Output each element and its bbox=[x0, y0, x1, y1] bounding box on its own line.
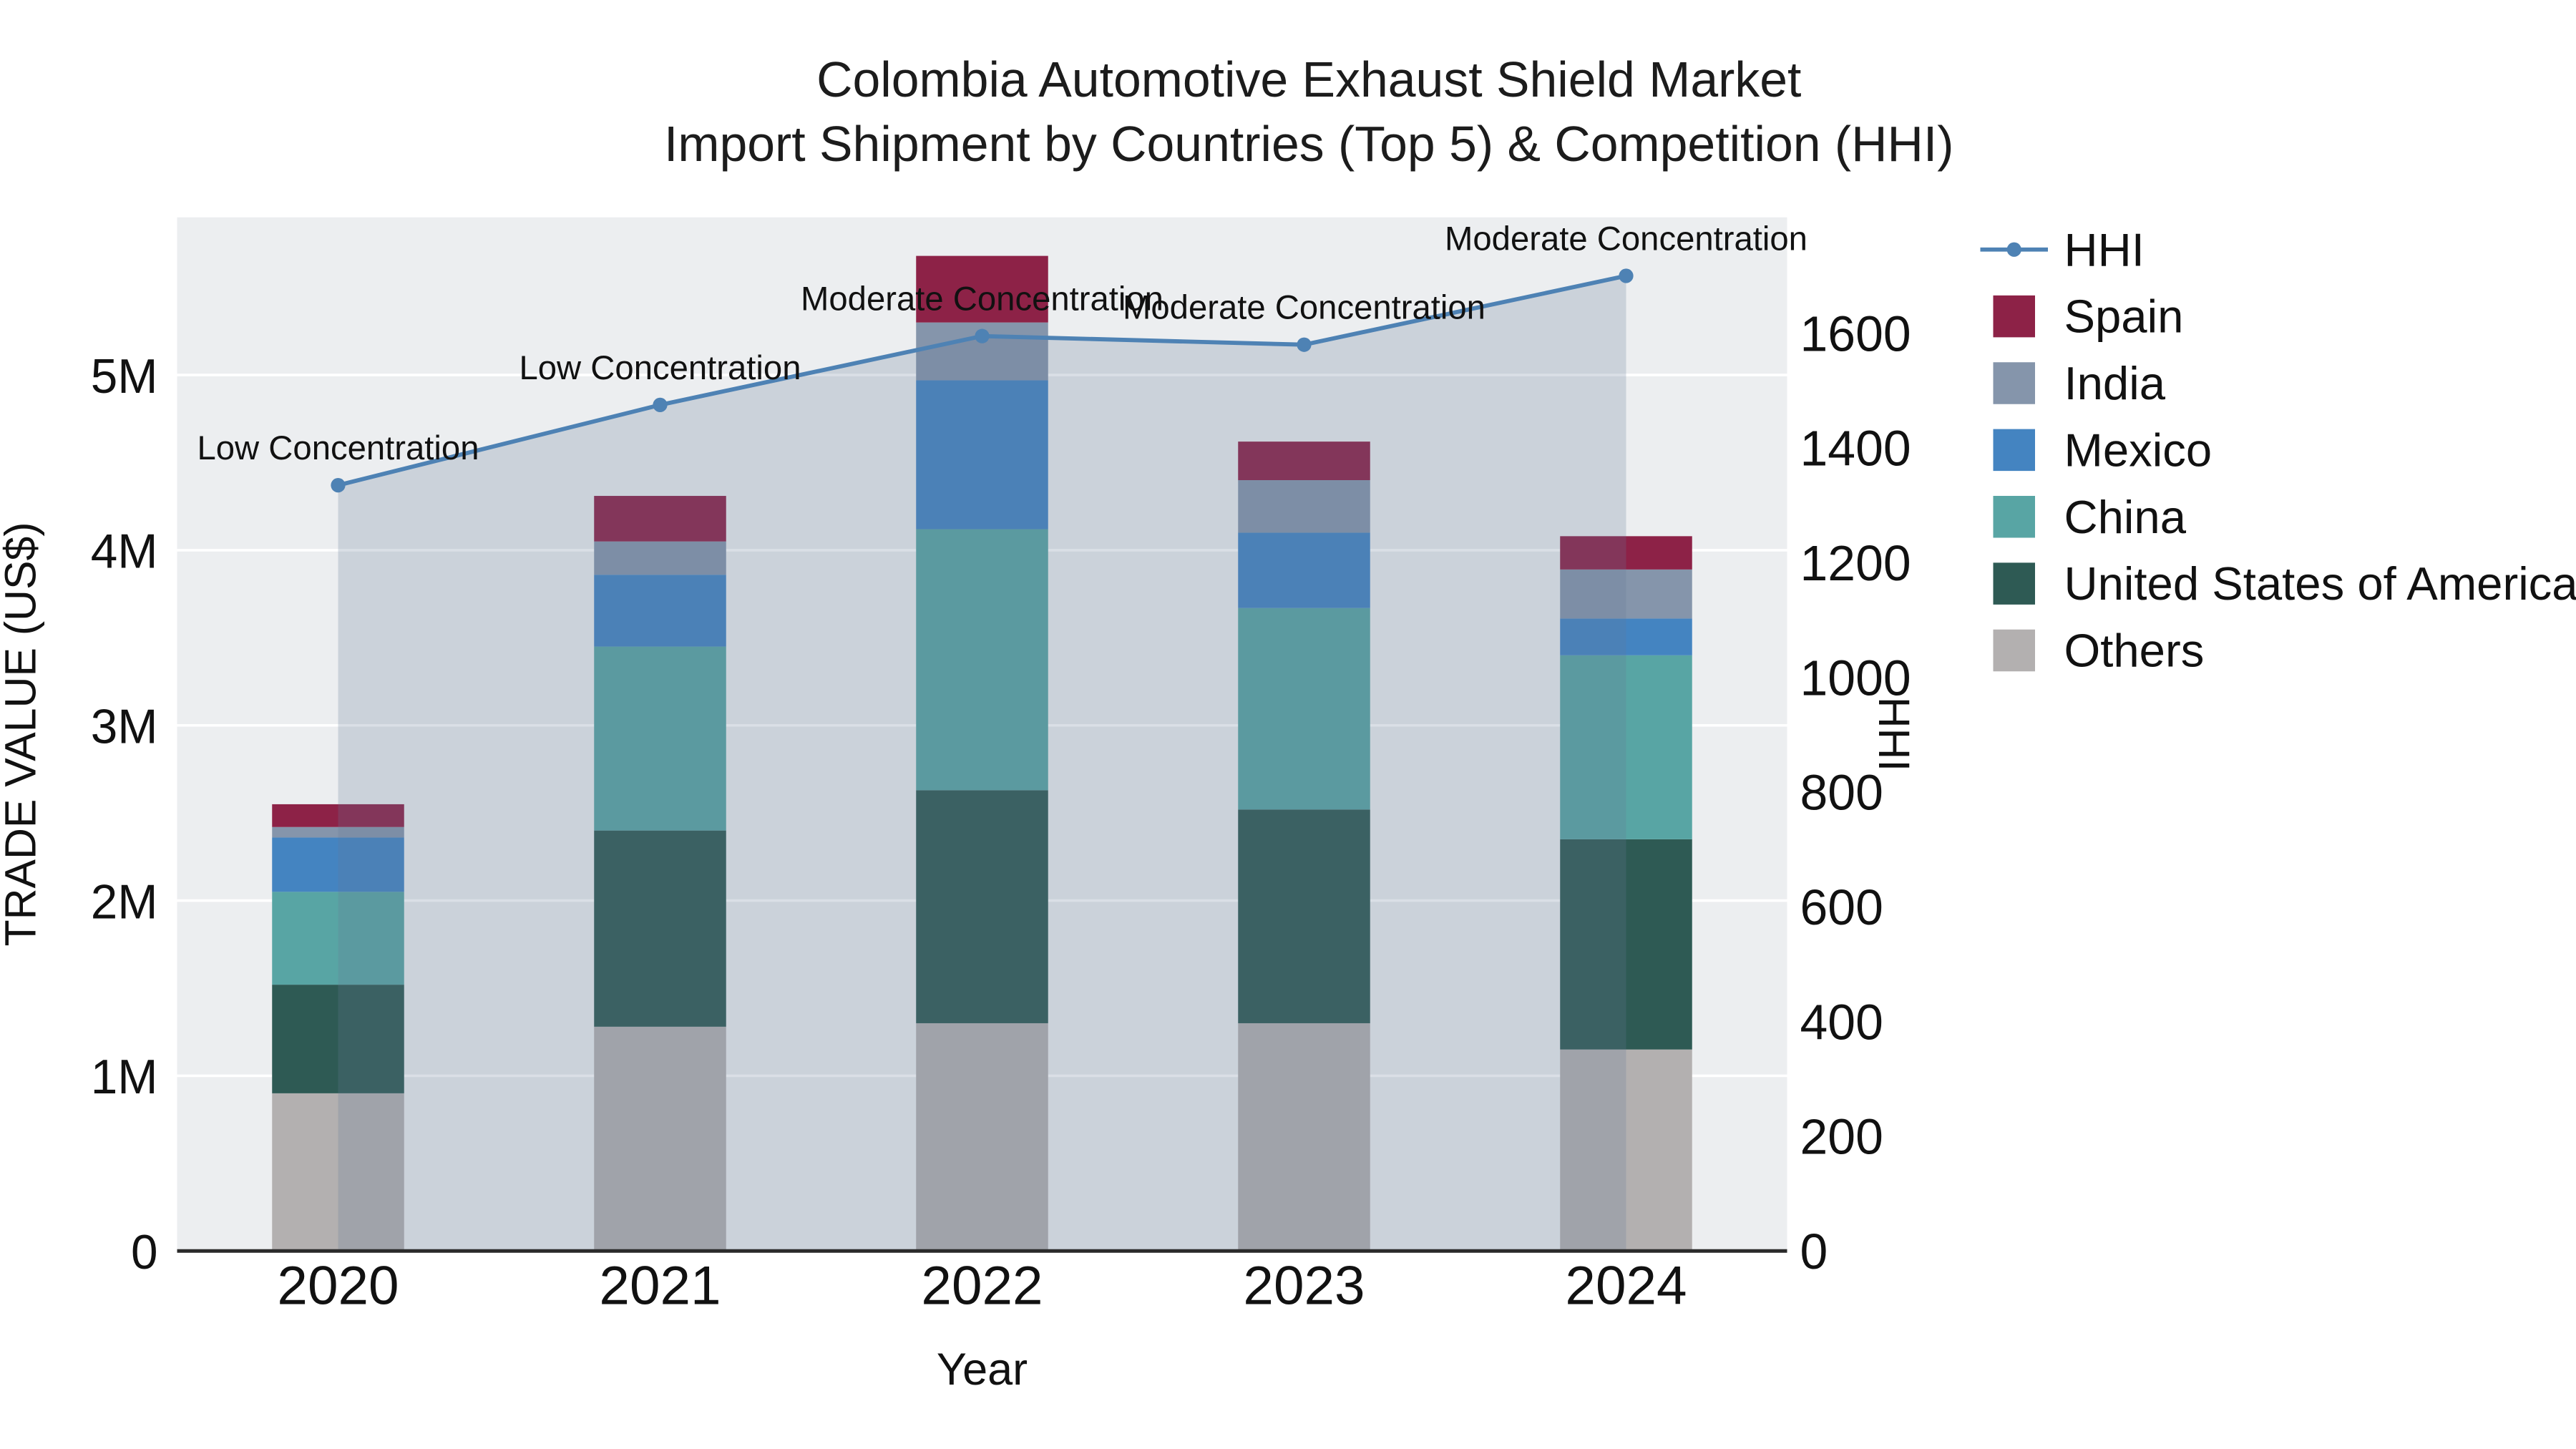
bar-india-2020[interactable] bbox=[272, 826, 404, 838]
legend-swatch bbox=[1993, 362, 2035, 404]
x-tick-label-2023: 2023 bbox=[1243, 1256, 1365, 1317]
bar-india-2023[interactable] bbox=[1238, 479, 1370, 533]
legend-label: United States of America bbox=[2064, 557, 2576, 610]
legend-label: HHI bbox=[2064, 223, 2145, 275]
x-tick-label-2021: 2021 bbox=[599, 1256, 721, 1317]
bar-united-states-of-america-2023[interactable] bbox=[1238, 809, 1370, 1023]
legend-item-hhi[interactable]: HHI bbox=[1980, 223, 2145, 275]
x-tick-label-2022: 2022 bbox=[921, 1256, 1043, 1317]
bar-united-states-of-america-2024[interactable] bbox=[1560, 839, 1692, 1050]
x-axis-title: Year bbox=[937, 1345, 1028, 1395]
y-left-tick-label: 2M bbox=[91, 875, 158, 929]
hhi-point-2024[interactable] bbox=[1619, 268, 1634, 283]
bar-united-states-of-america-2021[interactable] bbox=[594, 830, 726, 1027]
bar-united-states-of-america-2020[interactable] bbox=[272, 985, 404, 1093]
bar-others-2022[interactable] bbox=[916, 1023, 1048, 1252]
legend-label: Mexico bbox=[2064, 424, 2212, 476]
y-left-tick-label: 5M bbox=[91, 350, 158, 404]
bar-china-2024[interactable] bbox=[1560, 655, 1692, 839]
legend-swatch bbox=[1993, 629, 2035, 672]
y-right-tick-label: 1000 bbox=[1800, 650, 1911, 706]
legend-item-others[interactable]: Others bbox=[1993, 625, 2205, 677]
y-right-tick-label: 1200 bbox=[1800, 535, 1911, 591]
chart-title-line2: Import Shipment by Countries (Top 5) & C… bbox=[664, 116, 1954, 172]
y-right-tick-label: 800 bbox=[1800, 765, 1883, 821]
bar-spain-2020[interactable] bbox=[272, 804, 404, 827]
y-right-tick-label: 200 bbox=[1800, 1109, 1883, 1165]
x-tick-label-2020: 2020 bbox=[277, 1256, 399, 1317]
annotation-2024: Moderate Concentration bbox=[1445, 220, 1807, 258]
legend-label: China bbox=[2064, 491, 2187, 543]
legend-label: India bbox=[2064, 357, 2166, 409]
y-left-tick-label: 4M bbox=[91, 525, 158, 579]
legend-label: Others bbox=[2064, 625, 2205, 677]
legend-item-spain[interactable]: Spain bbox=[1993, 291, 2184, 343]
y-right-tick-label: 400 bbox=[1800, 994, 1883, 1050]
bar-india-2024[interactable] bbox=[1560, 569, 1692, 619]
bar-mexico-2021[interactable] bbox=[594, 575, 726, 647]
bar-india-2021[interactable] bbox=[594, 541, 726, 575]
legend-swatch bbox=[1993, 295, 2035, 338]
y-left-tick-label: 1M bbox=[91, 1050, 158, 1104]
y-right-tick-label: 600 bbox=[1800, 879, 1883, 935]
hhi-point-2022[interactable] bbox=[975, 328, 990, 343]
hhi-point-2020[interactable] bbox=[331, 477, 346, 493]
y-right-tick-label: 0 bbox=[1800, 1224, 1828, 1279]
bar-china-2021[interactable] bbox=[594, 646, 726, 831]
bar-mexico-2020[interactable] bbox=[272, 837, 404, 892]
x-tick-label-2024: 2024 bbox=[1565, 1256, 1687, 1317]
legend-item-china[interactable]: China bbox=[1993, 491, 2187, 543]
bar-others-2024[interactable] bbox=[1560, 1049, 1692, 1252]
hhi-area-fill bbox=[338, 275, 1626, 1252]
legend-swatch bbox=[1993, 496, 2035, 538]
annotation-2022: Moderate Concentration bbox=[801, 280, 1163, 318]
bar-china-2023[interactable] bbox=[1238, 608, 1370, 810]
annotation-2020: Low Concentration bbox=[197, 429, 479, 467]
bar-china-2022[interactable] bbox=[916, 529, 1048, 791]
bar-mexico-2024[interactable] bbox=[1560, 618, 1692, 655]
annotation-2021: Low Concentration bbox=[519, 349, 801, 387]
y-left-axis-title: TRADE VALUE (US$) bbox=[0, 522, 44, 947]
y-left-tick-label: 0 bbox=[131, 1226, 158, 1279]
legend-label: Spain bbox=[2064, 291, 2184, 343]
y-right-tick-label: 1400 bbox=[1800, 421, 1911, 477]
bar-spain-2024[interactable] bbox=[1560, 536, 1692, 570]
bar-china-2020[interactable] bbox=[272, 892, 404, 985]
annotation-2023: Moderate Concentration bbox=[1123, 289, 1485, 327]
bar-spain-2022[interactable] bbox=[916, 255, 1048, 323]
y-left-tick-label: 3M bbox=[91, 701, 158, 754]
hhi-point-2021[interactable] bbox=[653, 397, 668, 413]
bar-others-2021[interactable] bbox=[594, 1026, 726, 1252]
legend-item-united-states-of-america[interactable]: United States of America bbox=[1993, 557, 2576, 610]
legend-item-india[interactable]: India bbox=[1993, 357, 2166, 409]
chart-title-line1: Colombia Automotive Exhaust Shield Marke… bbox=[816, 52, 1801, 107]
bar-united-states-of-america-2022[interactable] bbox=[916, 790, 1048, 1023]
hhi-point-2023[interactable] bbox=[1297, 337, 1312, 352]
bar-mexico-2022[interactable] bbox=[916, 380, 1048, 530]
bar-spain-2023[interactable] bbox=[1238, 441, 1370, 480]
bar-mexico-2023[interactable] bbox=[1238, 532, 1370, 608]
legend-line-marker-dot bbox=[2006, 242, 2021, 257]
y-right-tick-label: 1600 bbox=[1800, 306, 1911, 361]
legend-item-mexico[interactable]: Mexico bbox=[1993, 424, 2212, 476]
bar-spain-2021[interactable] bbox=[594, 496, 726, 542]
bar-others-2020[interactable] bbox=[272, 1093, 404, 1252]
bar-others-2023[interactable] bbox=[1238, 1023, 1370, 1252]
legend-swatch bbox=[1993, 562, 2035, 605]
legend-swatch bbox=[1993, 429, 2035, 472]
y-right-axis-title: HHI bbox=[1870, 697, 1918, 772]
